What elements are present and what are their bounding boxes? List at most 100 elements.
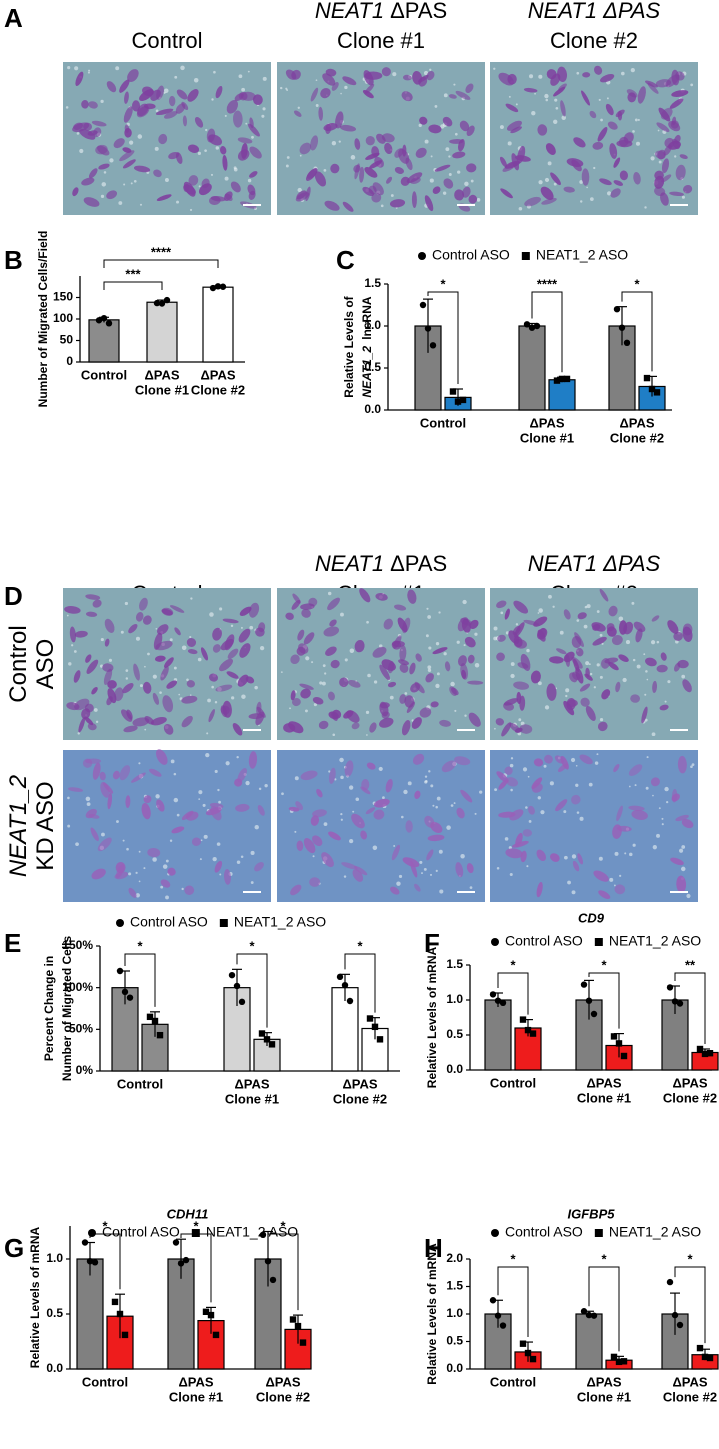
micrograph-speck xyxy=(453,83,456,86)
cell xyxy=(366,762,376,770)
cell xyxy=(153,632,163,650)
cell xyxy=(188,175,199,186)
cell xyxy=(295,801,304,811)
micrograph-speck xyxy=(579,200,583,203)
data-point xyxy=(648,385,656,393)
micrograph-speck xyxy=(428,770,431,773)
micrograph-speck xyxy=(365,710,370,714)
cell xyxy=(410,682,421,693)
text-segment: Relative Levels of mRNA xyxy=(425,946,439,1088)
x-tick-label: Control xyxy=(420,415,466,430)
data-point xyxy=(643,374,651,382)
data-point xyxy=(553,377,561,384)
data-point xyxy=(528,324,536,331)
micrograph-speck xyxy=(589,672,593,676)
micrograph-speck xyxy=(366,734,368,736)
cell xyxy=(522,829,532,837)
bar xyxy=(575,1313,603,1370)
micrograph-speck xyxy=(547,161,552,166)
micrograph-speck xyxy=(321,681,326,686)
text-segment: NEAT1 xyxy=(315,551,384,576)
micrograph-speck xyxy=(559,630,564,635)
micrograph-speck xyxy=(474,662,480,668)
cell xyxy=(132,717,150,727)
legend-label: NEAT1_2 ASO xyxy=(234,914,326,930)
micrograph-speck xyxy=(340,775,344,780)
micrograph-speck xyxy=(634,118,638,122)
micrograph-speck xyxy=(500,611,504,615)
micrograph-speck xyxy=(115,66,120,71)
legend-label: Control ASO xyxy=(102,1224,180,1240)
data-point xyxy=(100,314,108,322)
micrograph-speck xyxy=(349,838,354,844)
micrograph-speck xyxy=(599,717,604,722)
data-point xyxy=(233,982,241,990)
micrograph-speck xyxy=(450,804,454,807)
cell xyxy=(509,722,521,733)
cell xyxy=(128,887,137,898)
panel-label: G xyxy=(4,1233,24,1263)
cell xyxy=(615,681,621,693)
legend-marker xyxy=(594,1229,603,1237)
micrograph-speck xyxy=(76,132,80,135)
cell xyxy=(285,612,294,620)
cell xyxy=(664,137,675,148)
cell xyxy=(573,658,580,672)
cell xyxy=(589,110,597,119)
micrograph-speck xyxy=(380,204,384,208)
cell xyxy=(321,852,334,868)
cell xyxy=(128,623,138,634)
cell xyxy=(327,691,335,701)
cell xyxy=(466,163,477,173)
data-point xyxy=(91,1259,99,1266)
micrograph-speck xyxy=(135,893,140,898)
cell xyxy=(593,870,609,882)
cell xyxy=(504,608,510,620)
micrograph-speck xyxy=(567,880,571,885)
cell xyxy=(600,658,610,669)
cell xyxy=(124,128,132,138)
cell xyxy=(168,95,176,107)
significance-label: * xyxy=(102,1218,108,1233)
cell xyxy=(316,788,323,798)
micrograph-speck xyxy=(543,764,547,768)
micrograph-speck xyxy=(430,155,433,158)
cell xyxy=(549,656,564,664)
micrograph-speck xyxy=(680,866,686,872)
cell xyxy=(325,123,332,135)
micrograph-speck xyxy=(164,178,169,182)
micrograph-speck xyxy=(496,866,500,870)
micrograph-speck xyxy=(311,661,314,664)
cell xyxy=(91,687,98,695)
micrograph-speck xyxy=(211,685,214,689)
cell xyxy=(174,627,181,636)
cell xyxy=(303,837,316,854)
cell xyxy=(354,865,368,876)
micrograph-speck xyxy=(575,783,579,787)
micrograph-speck xyxy=(190,597,193,600)
micrograph-speck xyxy=(493,626,498,631)
cell xyxy=(381,133,395,143)
micrograph-speck xyxy=(598,98,601,102)
micrograph-speck xyxy=(460,854,465,859)
cell xyxy=(343,710,354,719)
micrograph-speck xyxy=(339,757,344,763)
y-tick-label: 0 xyxy=(66,354,73,368)
micrograph-speck xyxy=(644,718,648,722)
cell xyxy=(512,625,521,635)
significance-bracket xyxy=(89,1233,121,1290)
cell xyxy=(628,764,643,776)
cell xyxy=(497,634,506,642)
micrograph-speck xyxy=(575,764,578,767)
micrograph-speck xyxy=(160,885,164,889)
micrograph-speck xyxy=(661,817,664,820)
micrograph-speck xyxy=(421,872,423,875)
micrograph-speck xyxy=(526,648,530,653)
micrograph-speck xyxy=(344,85,348,90)
data-point xyxy=(214,283,222,290)
micrograph-speck xyxy=(434,105,438,108)
data-point xyxy=(209,284,217,292)
data-point xyxy=(259,1231,267,1239)
micrograph-speck xyxy=(510,788,513,792)
